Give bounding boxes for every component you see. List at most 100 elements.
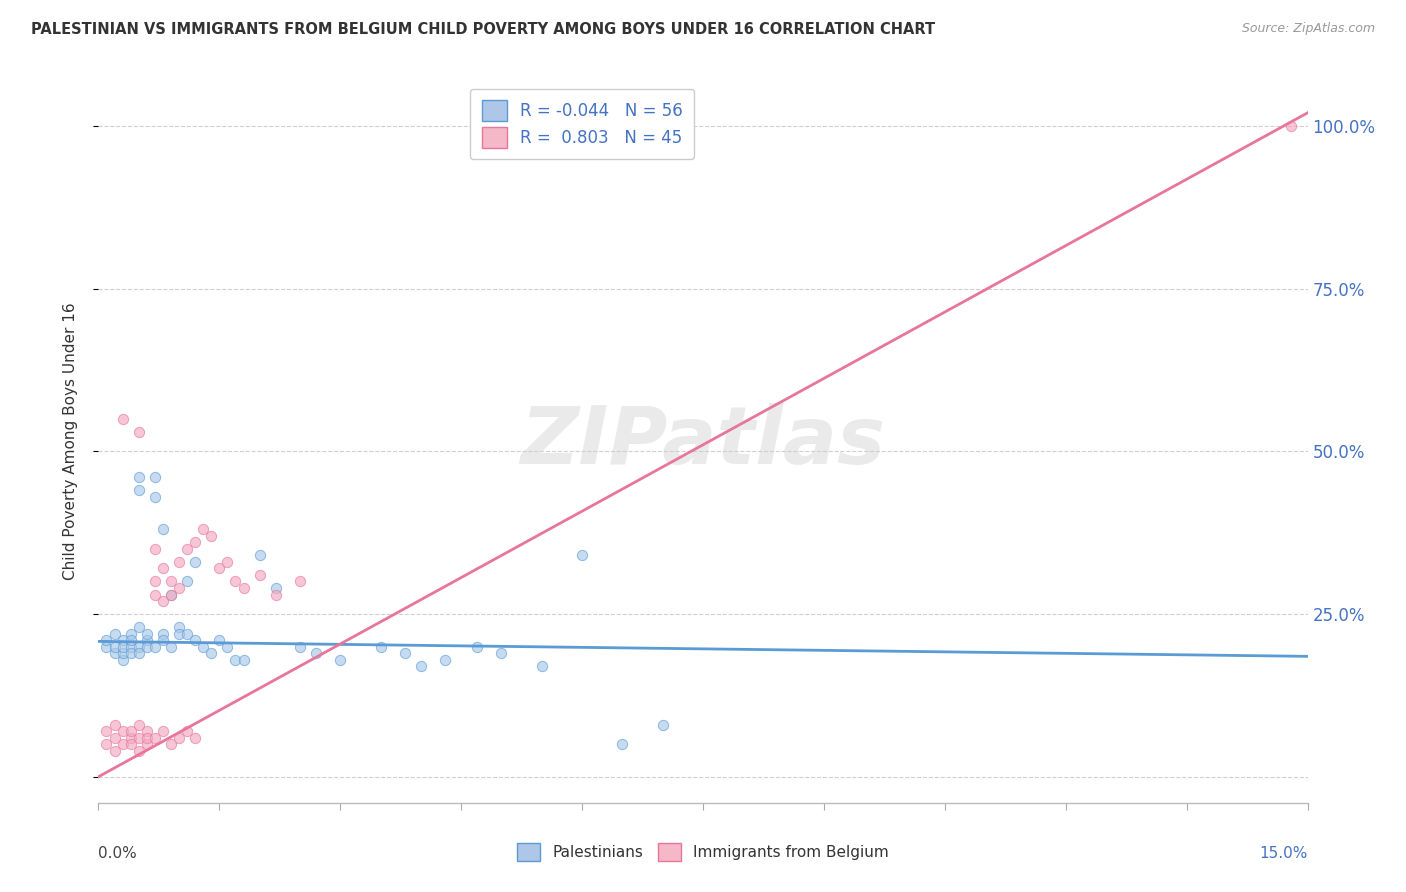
Point [143,541,166,556]
Point [394,646,416,660]
Point [184,555,207,569]
Point [208,561,231,575]
Point [465,640,488,654]
Point [135,724,157,739]
Point [128,483,150,498]
Point [160,587,183,601]
Point [530,659,553,673]
Text: 0.0%: 0.0% [98,847,138,861]
Point [176,541,198,556]
Point [152,523,174,537]
Point [103,646,125,660]
Point [152,724,174,739]
Point [96,737,118,751]
Point [135,633,157,648]
Point [160,640,183,654]
Point [120,626,142,640]
Point [152,594,174,608]
Point [103,744,125,758]
Legend: Palestinians, Immigrants from Belgium: Palestinians, Immigrants from Belgium [510,837,896,867]
Point [128,646,150,660]
Point [128,717,150,731]
Point [288,640,311,654]
Point [208,633,231,648]
Point [217,640,239,654]
Point [152,626,174,640]
Point [176,626,198,640]
Point [135,626,157,640]
Y-axis label: Child Poverty Among Boys Under 16: Child Poverty Among Boys Under 16 [63,302,77,581]
Point [135,737,157,751]
Point [143,490,166,504]
Point [217,555,239,569]
Point [143,731,166,745]
Point [329,652,352,666]
Point [167,731,190,745]
Point [184,633,207,648]
Point [249,568,271,582]
Point [224,652,246,666]
Point [120,724,142,739]
Point [370,640,392,654]
Point [176,574,198,589]
Point [176,724,198,739]
Point [143,587,166,601]
Point [143,470,166,484]
Point [128,744,150,758]
Point [111,737,134,751]
Point [128,425,150,439]
Point [143,640,166,654]
Point [120,633,142,648]
Point [184,731,207,745]
Point [612,737,634,751]
Point [111,640,134,654]
Point [200,529,222,543]
Text: 15.0%: 15.0% [1260,847,1308,861]
Point [160,737,183,751]
Point [103,640,125,654]
Point [128,620,150,634]
Point [96,640,118,654]
Point [288,574,311,589]
Point [200,646,222,660]
Point [184,535,207,549]
Point [167,581,190,595]
Point [160,587,183,601]
Point [232,652,254,666]
Point [120,731,142,745]
Point [96,724,118,739]
Point [409,659,432,673]
Point [651,717,673,731]
Point [143,574,166,589]
Point [135,640,157,654]
Point [111,652,134,666]
Point [96,633,118,648]
Text: Source: ZipAtlas.com: Source: ZipAtlas.com [1241,22,1375,36]
Point [305,646,328,660]
Point [264,587,287,601]
Point [103,626,125,640]
Point [128,640,150,654]
Point [111,633,134,648]
Point [167,626,190,640]
Point [491,646,513,660]
Point [103,717,125,731]
Point [120,737,142,751]
Point [111,724,134,739]
Point [152,633,174,648]
Text: PALESTINIAN VS IMMIGRANTS FROM BELGIUM CHILD POVERTY AMONG BOYS UNDER 16 CORRELA: PALESTINIAN VS IMMIGRANTS FROM BELGIUM C… [31,22,935,37]
Text: ZIPatlas: ZIPatlas [520,402,886,481]
Point [193,523,215,537]
Point [571,549,593,563]
Point [167,555,190,569]
Point [128,731,150,745]
Point [167,620,190,634]
Point [160,574,183,589]
Point [111,646,134,660]
Point [193,640,215,654]
Point [434,652,457,666]
Point [224,574,246,589]
Point [128,470,150,484]
Point [111,411,134,425]
Point [264,581,287,595]
